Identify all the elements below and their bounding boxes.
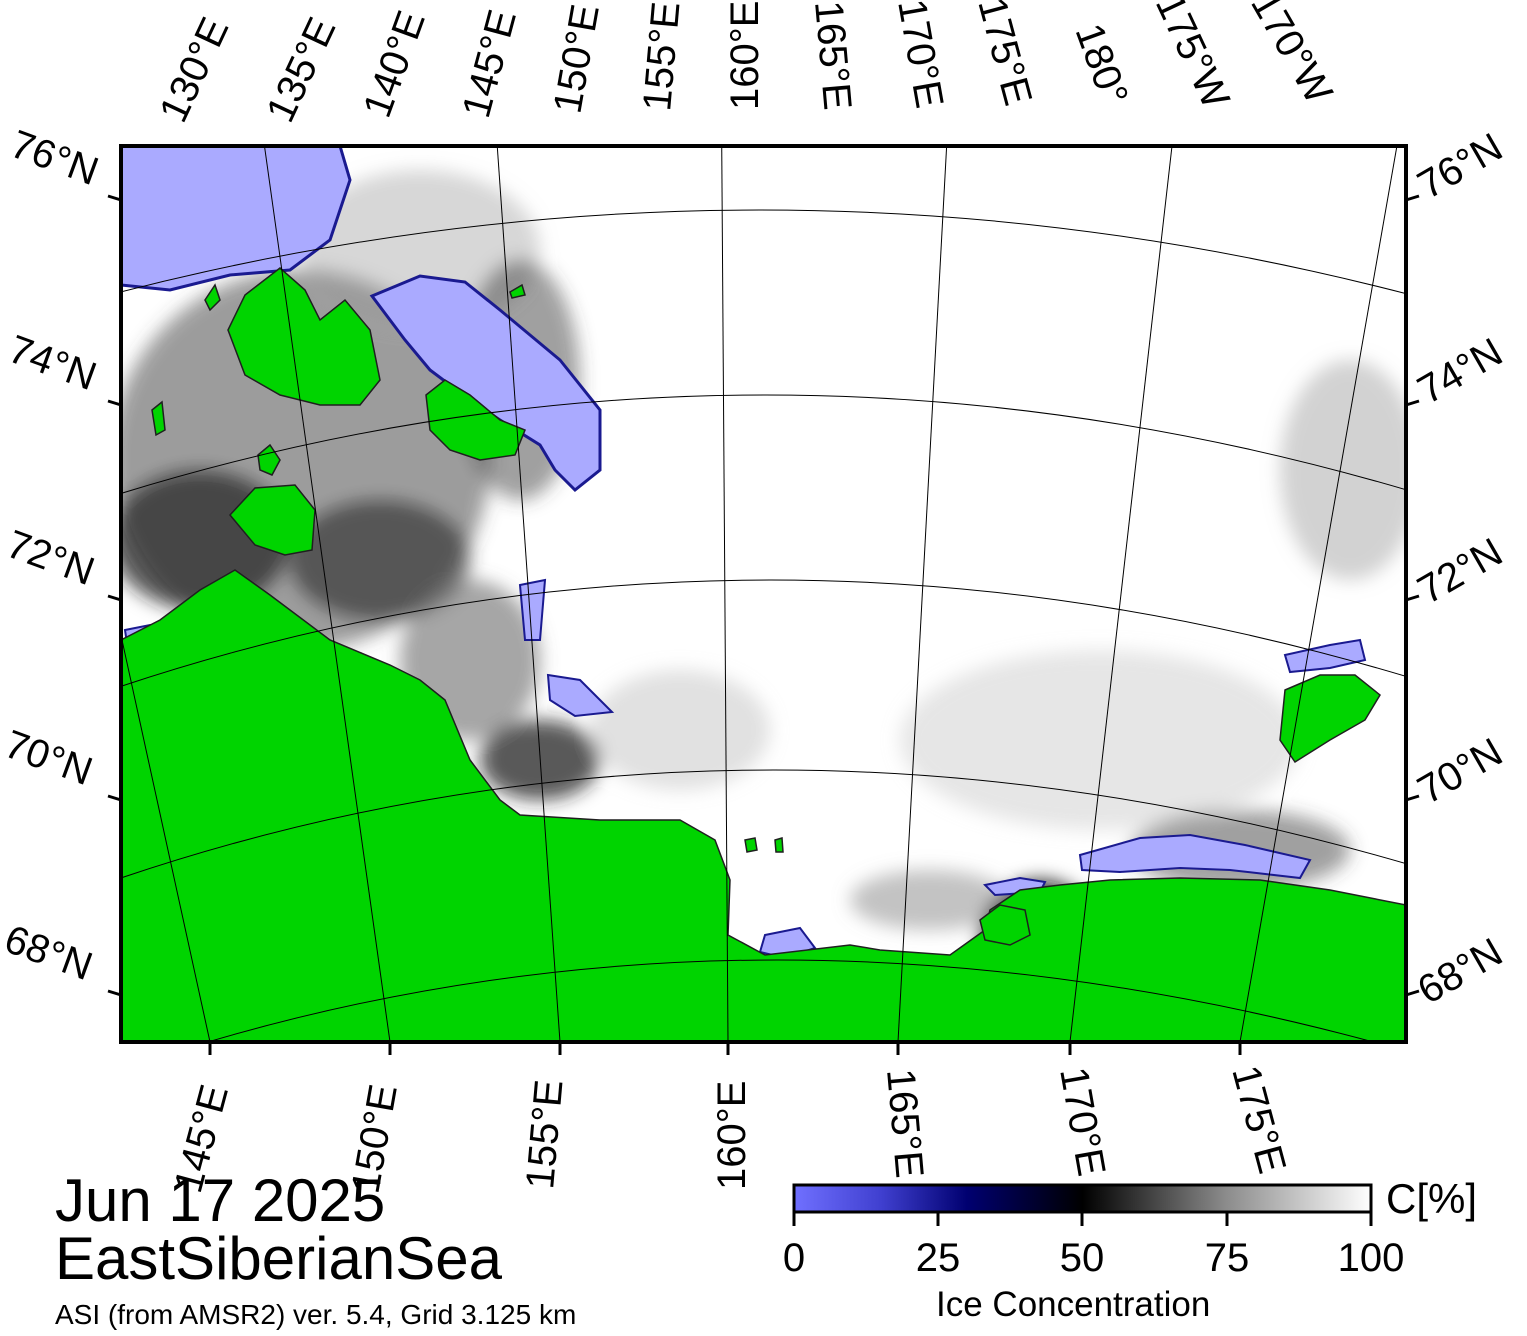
map-area [121,146,1406,1042]
top-lon-label: 180° [1067,18,1137,111]
colorbar-tick-label: 50 [1059,1236,1105,1280]
left-lat-label: 68°N [0,917,98,989]
colorbar-tick-label: 0 [782,1236,806,1280]
right-lat-label: 76°N [1411,125,1510,208]
right-lat-label: 68°N [1411,930,1510,1013]
top-lon-label: 150°E [546,1,608,116]
top-lon-label: 145°E [454,5,525,122]
bottom-lon-label: 165°E [878,1067,931,1180]
colorbar-tick-label: 75 [1204,1236,1250,1280]
right-lat-label: 74°N [1411,330,1510,413]
map-date: Jun 17 2025 [55,1167,386,1234]
bottom-lon-label: 175°E [1223,1061,1294,1178]
top-lon-label: 155°E [635,0,688,113]
colorbar-bar [792,1183,1373,1214]
top-lon-label: 165°E [806,0,859,112]
graticule [121,146,1406,1042]
top-lon-label: 170°E [889,0,951,111]
map-frame [119,144,1408,1044]
left-latitude-labels: 76°N 74°N 72°N 70°N 68°N [0,122,104,989]
top-lon-label: 130°E [151,11,237,129]
left-lat-label: 76°N [5,122,104,194]
right-lat-label: 72°N [1411,530,1510,613]
top-lon-label: 175°E [969,0,1040,110]
top-lon-label: 140°E [355,5,434,123]
colorbar-unit: C[%] [1386,1175,1478,1222]
bottom-lon-label: 155°E [518,1078,571,1191]
top-lon-label: 135°E [258,11,344,129]
colorbar-tick-label: 25 [915,1236,961,1280]
right-lat-label: 70°N [1411,730,1510,813]
left-lat-label: 74°N [3,327,102,399]
left-lat-label: 72°N [1,522,100,594]
top-lon-label: 175°W [1147,0,1238,115]
top-lon-label: 160°E [723,1,767,110]
right-latitude-labels: 76°N 74°N 72°N 70°N 68°N [1411,125,1510,1013]
region-name: EastSiberianSea [55,1225,502,1292]
top-longitude-labels: 130°E 135°E 140°E 145°E 150°E 155°E 160°… [151,0,1340,129]
bottom-lon-label: 170°E [1051,1064,1113,1179]
colorbar-tick-label: 100 [1337,1236,1405,1280]
top-lon-label: 170°W [1242,0,1340,111]
axis-ticks [107,194,1420,1055]
left-lat-label: 70°N [0,722,98,794]
colorbar-ticks [792,1212,1373,1226]
colorbar [792,1183,1373,1226]
land [121,267,1406,1042]
bottom-lon-label: 160°E [710,1081,754,1190]
data-source-credit: ASI (from AMSR2) ver. 5.4, Grid 3.125 km [55,1299,577,1330]
colorbar-title: Ice Concentration [936,1285,1211,1324]
